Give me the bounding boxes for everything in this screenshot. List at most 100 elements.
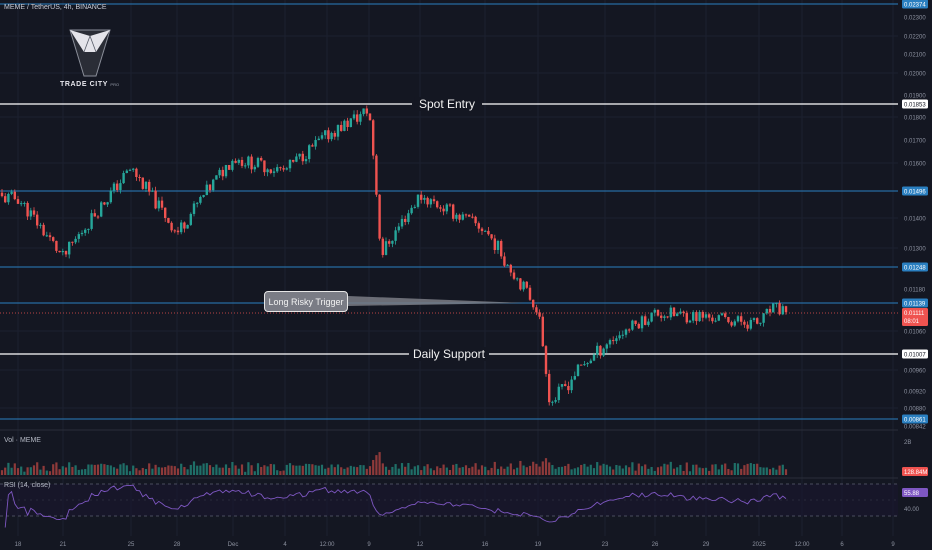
level-price-tag[interactable] [902,414,928,424]
volume-bar [461,467,464,475]
volume-bar [509,463,512,475]
candle-body [29,210,32,217]
volume-value-tag[interactable] [902,467,928,476]
volume-bar [148,463,151,475]
candle-body [695,312,698,322]
candle-body [490,234,493,239]
spot-entry-label[interactable]: Spot Entry [414,97,480,111]
level-price-tag[interactable] [902,186,928,196]
volume-bar [608,466,612,475]
candle-body [368,113,372,121]
volume-bar [372,459,375,475]
price-tick-label: 0.00920 [904,390,926,396]
candle-body [116,183,119,191]
candle-body [500,241,503,257]
candle-body [596,345,599,355]
candle-body [260,158,263,161]
volume-bar [512,469,516,475]
candle-body [295,156,298,162]
candle-body [746,324,749,329]
candle-body [461,214,464,220]
candle-body [631,320,634,330]
candle-body [359,114,362,122]
candle-body [0,192,4,197]
volume-bar [740,468,743,475]
rsi-pane [0,483,898,528]
volume-bar [58,469,61,475]
candle-body [576,364,580,377]
volume-bar [496,468,500,475]
candle-body [720,313,724,316]
candle-body [301,153,304,162]
candle-body [20,203,23,205]
level-price-tag[interactable] [902,99,928,109]
time-tick-label: 9 [367,542,371,548]
daily-support-label[interactable]: Daily Support [408,347,490,361]
volume-bar [640,466,644,475]
level-price-tag[interactable] [902,262,928,272]
time-tick-label: 25 [128,542,135,548]
candle-body [205,184,208,196]
candle-body [186,224,189,229]
volume-bar [688,471,692,475]
price-tick-label: 0.01800 [904,116,926,122]
long-risky-trigger-callout[interactable]: Long Risky Trigger [264,291,348,312]
candle-body [154,190,157,209]
candle-body [10,191,13,194]
volume-bar [311,464,314,475]
candle-body [455,214,458,219]
candle-body [160,200,164,208]
candle-body [224,165,228,177]
candle-body [612,340,615,342]
candle-body [775,303,778,305]
candle-body [384,241,388,255]
level-price-tag[interactable] [902,0,928,9]
volume-bar [170,465,173,475]
candle-body [7,193,10,203]
rsi-value-tag[interactable] [902,488,928,497]
volume-bar [164,467,167,475]
volume-bar [199,465,202,475]
candle-body [365,108,368,114]
candle-body [93,213,96,217]
candle-body [256,158,260,167]
level-price-tag[interactable] [902,298,928,308]
candle-body [560,384,564,387]
time-axis[interactable]: 18 21 25 28 Dec 4 12:00 9 12 16 19 23 26 29 2025 12:00 6… [0,536,932,550]
volume-bar [442,464,445,475]
volume-bar [631,462,634,475]
volume-bars [0,452,788,475]
price-axis[interactable]: 0.02300 0.02200 0.02100 0.02000 0.01900 0.018… [898,0,932,550]
price-tick-label: 0.02300 [904,16,926,22]
volume-bar [36,462,39,475]
volume-bar [23,471,26,475]
candle-body [39,224,42,226]
candle-body [218,169,221,176]
candle-body [512,272,516,279]
candle-body [628,329,631,331]
volume-bar [180,463,183,475]
candle-body [496,241,500,250]
volume-bar [327,467,330,475]
callout-pointer [348,296,525,306]
candle-body [202,195,205,197]
candle-body [84,229,87,233]
candle-body [304,159,308,162]
time-tick-label: 21 [60,542,67,548]
volume-bar [570,469,573,475]
volume-bar [720,464,724,475]
volume-bar [621,468,624,475]
level-price-tag[interactable] [902,349,928,359]
volume-bar [535,463,538,475]
current-price-tag[interactable] [902,308,928,326]
horizontal-levels[interactable] [0,3,898,420]
volume-bar [122,463,125,475]
volume-bar [647,468,650,475]
candle-body [423,197,426,200]
volume-bar [420,470,423,475]
volume-bar [506,466,509,475]
candle-body [61,250,64,253]
volume-bar [599,465,602,475]
volume-bar [445,467,448,475]
